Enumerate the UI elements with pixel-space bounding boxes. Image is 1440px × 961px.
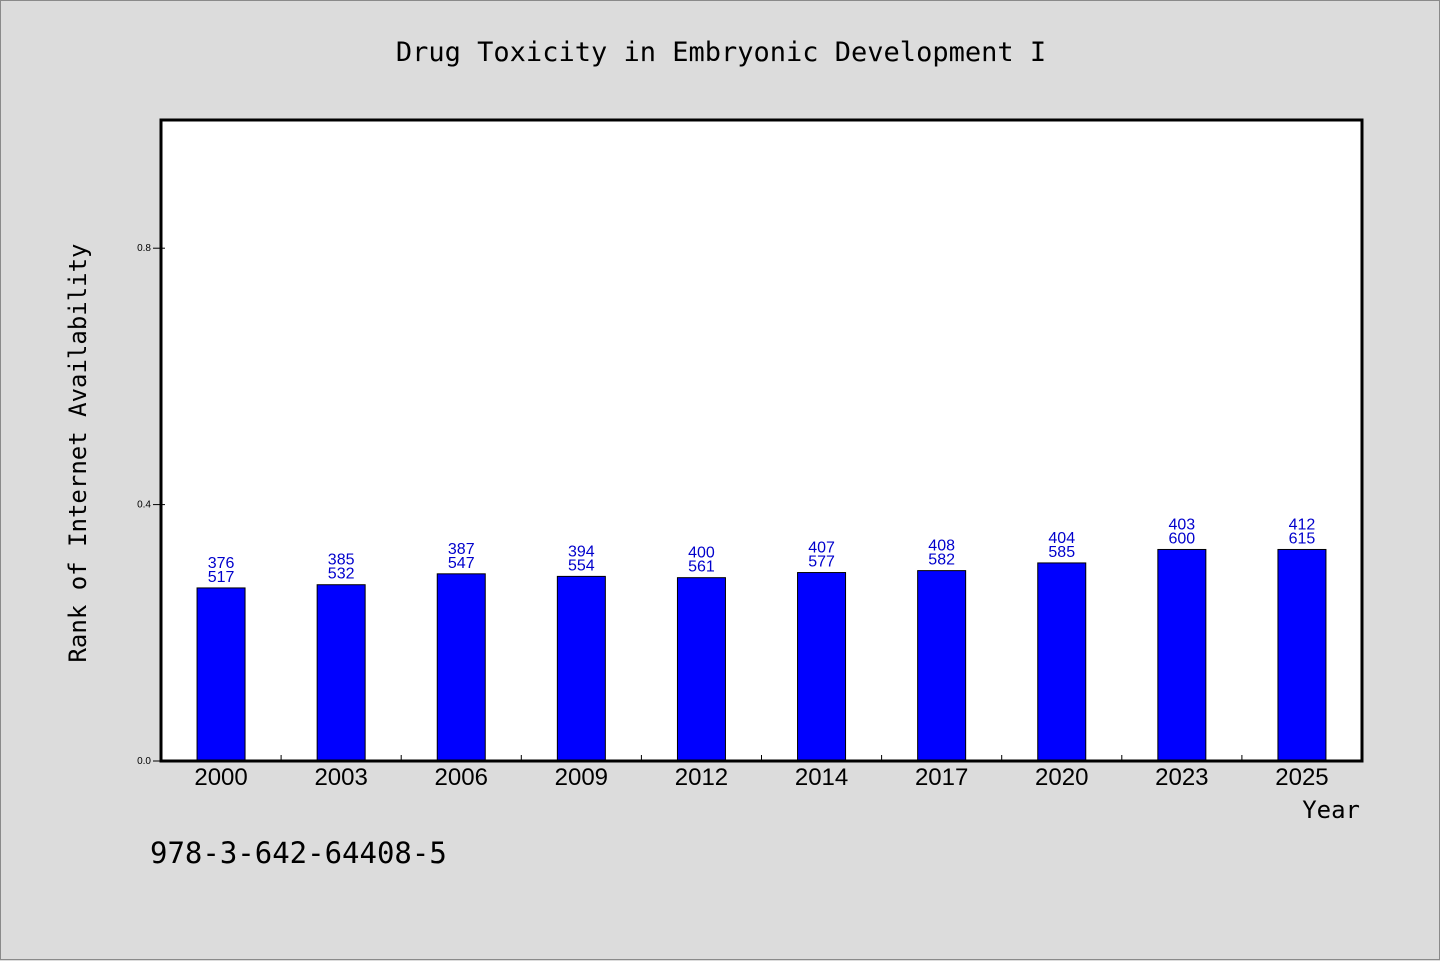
data-label-top-2006: 387	[448, 541, 475, 558]
x-axis: 2000 2003 2006 2009 2012 2014 2017 2020 2023 2025	[194, 755, 1329, 791]
y-tick-label-0.8: 0.8	[137, 243, 151, 254]
data-label-top-2020: 404	[1048, 530, 1075, 547]
bar-2023	[1157, 548, 1207, 762]
y-axis: 0.0 0.4 0.8	[137, 243, 165, 767]
x-axis-title: Year	[1302, 796, 1360, 824]
x-tick-label-2000: 2000	[194, 764, 247, 791]
bar-2006	[436, 573, 486, 762]
data-label-top-2003: 385	[328, 552, 355, 569]
data-label-top-2014: 407	[808, 540, 835, 557]
data-label-bottom-2003: 532	[328, 566, 355, 583]
bar-2009	[556, 575, 606, 762]
data-label-top-2000: 376	[208, 555, 235, 572]
data-label-bottom-2012: 561	[688, 559, 715, 576]
bar-2012	[676, 577, 726, 762]
x-tick-label-2009: 2009	[555, 764, 608, 791]
x-tick-label-2023: 2023	[1155, 764, 1208, 791]
bars-layer	[196, 548, 1327, 762]
data-label-bottom-2006: 547	[448, 555, 475, 572]
data-label-top-2012: 400	[688, 545, 715, 562]
data-label-top-2023: 403	[1168, 516, 1195, 533]
data-label-bottom-2009: 554	[568, 557, 595, 574]
data-label-top-2025: 412	[1289, 516, 1316, 533]
data-label-top-2009: 394	[568, 543, 595, 560]
y-tick-label-0.4: 0.4	[137, 500, 151, 511]
x-tick-label-2020: 2020	[1035, 764, 1088, 791]
isbn-text: 978-3-642-64408-5	[150, 836, 447, 870]
x-tick-label-2006: 2006	[435, 764, 488, 791]
x-tick-label-2012: 2012	[675, 764, 728, 791]
data-label-bottom-2014: 577	[808, 554, 835, 571]
data-label-bottom-2000: 517	[208, 569, 235, 586]
data-labels-layer: 3765173855323875473945544005614075774085…	[208, 516, 1316, 585]
bar-2025	[1277, 548, 1327, 762]
bar-2020	[1037, 562, 1087, 762]
bar-2014	[797, 572, 847, 762]
data-label-bottom-2020: 585	[1048, 544, 1075, 561]
bar-2003	[316, 584, 366, 762]
x-tick-label-2003: 2003	[314, 764, 367, 791]
y-axis-title: Rank of Internet Availability	[64, 243, 92, 662]
chart-title: Drug Toxicity in Embryonic Development I	[396, 37, 1046, 68]
x-tick-label-2014: 2014	[795, 764, 848, 791]
data-label-top-2017: 408	[928, 538, 955, 555]
data-label-bottom-2025: 615	[1289, 530, 1316, 547]
data-label-bottom-2017: 582	[928, 552, 955, 569]
bar-2017	[917, 570, 967, 762]
x-tick-label-2025: 2025	[1275, 764, 1328, 791]
y-tick-label-0.0: 0.0	[137, 756, 151, 767]
bar-2000	[196, 587, 246, 762]
data-label-bottom-2023: 600	[1168, 530, 1195, 547]
x-tick-label-2017: 2017	[915, 764, 968, 791]
